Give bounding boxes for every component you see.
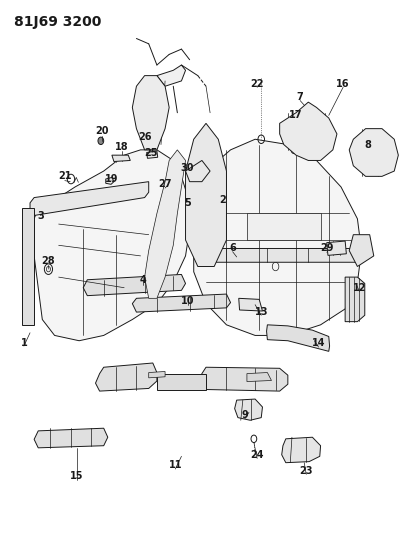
Text: 8: 8 [364, 140, 371, 150]
Polygon shape [349, 235, 374, 266]
Polygon shape [247, 214, 321, 240]
Text: 13: 13 [255, 306, 268, 317]
Circle shape [98, 137, 104, 144]
Text: 3: 3 [37, 211, 44, 221]
Text: 81J69 3200: 81J69 3200 [14, 14, 101, 29]
Text: 21: 21 [58, 172, 72, 181]
Text: 16: 16 [336, 78, 350, 88]
Polygon shape [145, 150, 185, 298]
Polygon shape [34, 150, 190, 341]
Polygon shape [282, 437, 321, 463]
Polygon shape [235, 399, 262, 420]
Polygon shape [185, 123, 227, 266]
Text: 26: 26 [138, 132, 151, 142]
Polygon shape [132, 294, 231, 312]
Text: 30: 30 [181, 164, 194, 173]
Polygon shape [198, 367, 288, 391]
Text: 28: 28 [42, 256, 55, 266]
Polygon shape [239, 298, 262, 311]
Polygon shape [349, 128, 398, 176]
Text: 19: 19 [105, 174, 119, 184]
Text: 9: 9 [241, 410, 248, 420]
Text: 11: 11 [169, 461, 182, 470]
Text: 27: 27 [158, 179, 172, 189]
Circle shape [146, 139, 152, 147]
Polygon shape [327, 241, 346, 255]
Text: 1: 1 [21, 338, 27, 349]
Polygon shape [157, 374, 206, 390]
Text: 17: 17 [289, 110, 303, 120]
Polygon shape [106, 177, 114, 184]
Text: 7: 7 [297, 92, 304, 102]
Text: 14: 14 [312, 338, 325, 349]
Polygon shape [157, 65, 185, 86]
Polygon shape [147, 151, 158, 158]
Polygon shape [267, 325, 330, 351]
Text: 23: 23 [300, 466, 313, 475]
Text: 24: 24 [250, 450, 264, 460]
Text: 4: 4 [139, 274, 146, 285]
Text: 20: 20 [95, 126, 108, 136]
Text: 15: 15 [70, 471, 84, 481]
Polygon shape [185, 160, 210, 182]
Polygon shape [247, 373, 272, 382]
Polygon shape [198, 248, 358, 262]
Polygon shape [194, 139, 361, 335]
Text: 2: 2 [219, 195, 226, 205]
Polygon shape [83, 274, 185, 296]
Polygon shape [280, 102, 337, 160]
Text: 12: 12 [353, 282, 366, 293]
Polygon shape [149, 372, 165, 378]
Polygon shape [112, 155, 130, 161]
Text: 6: 6 [229, 243, 236, 253]
Text: 10: 10 [181, 296, 194, 306]
Text: 22: 22 [250, 78, 264, 88]
Text: 25: 25 [144, 148, 157, 158]
Polygon shape [34, 428, 108, 448]
Text: 5: 5 [184, 198, 191, 208]
Polygon shape [96, 363, 157, 391]
Polygon shape [22, 208, 34, 325]
Polygon shape [345, 277, 365, 321]
Polygon shape [30, 182, 149, 216]
Polygon shape [132, 76, 169, 150]
Text: 29: 29 [320, 243, 333, 253]
Text: 18: 18 [115, 142, 129, 152]
